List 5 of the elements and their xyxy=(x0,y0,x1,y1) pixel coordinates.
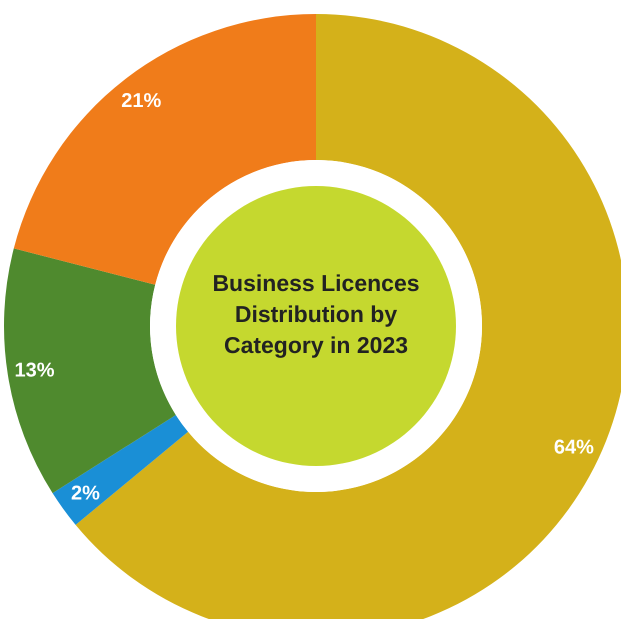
text: Business Licences Distribution by Category in 2023 xyxy=(212,270,420,358)
data-label: 13% xyxy=(14,360,55,382)
data-label: 2% xyxy=(70,482,100,505)
data-label: 64% xyxy=(554,436,594,458)
data-label: 21% xyxy=(121,90,162,112)
